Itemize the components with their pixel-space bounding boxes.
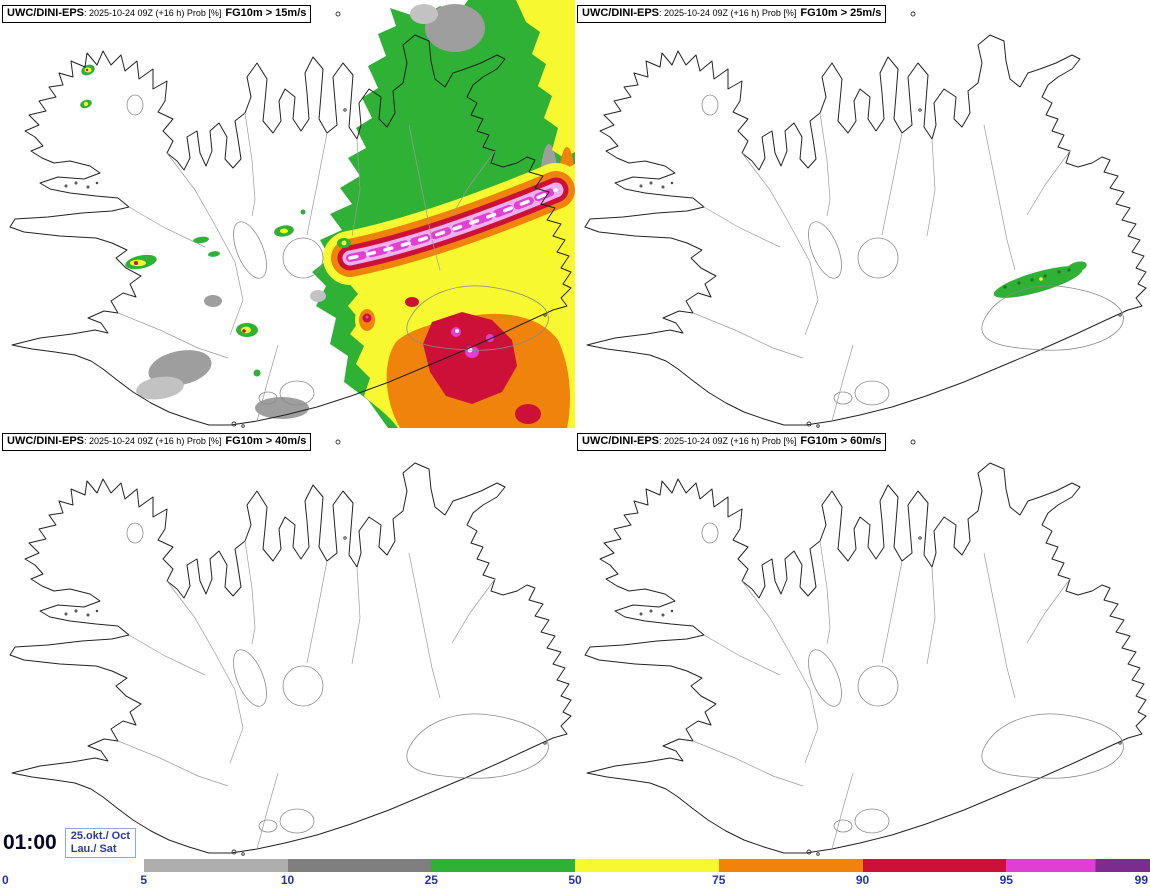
valid-date-line2: Lau./ Sat <box>70 843 117 855</box>
colorbar-tick-90: 90 <box>855 873 870 887</box>
threshold-label: FG10m > 25m/s <box>800 7 882 19</box>
probability-field-fg15 <box>80 0 575 428</box>
colorbar-segment-5-10 <box>143 859 288 872</box>
run-info: : 2025-10-24 09Z (+16 h) Prob [%] <box>659 8 797 18</box>
colorbar-tick-99: 99 <box>1134 873 1148 887</box>
valid-date-box: 25.okt./ Oct Lau./ Sat <box>64 828 137 858</box>
colorbar-segment-90-95 <box>862 859 1007 872</box>
colorbar-tick-25: 25 <box>424 873 438 887</box>
threshold-label: FG10m > 15m/s <box>225 7 307 19</box>
colorbar-segment-75-90 <box>718 859 863 872</box>
probability-legend: 0 5 10 25 50 75 90 95 99 <box>0 856 1150 891</box>
panel-fg60: UWC/DINI-EPS: 2025-10-24 09Z (+16 h) Pro… <box>575 428 1150 856</box>
probability-field-fg25 <box>993 261 1087 298</box>
run-info: : 2025-10-24 09Z (+16 h) Prob [%] <box>84 436 222 446</box>
scattered-gust-spots <box>80 64 379 377</box>
panel-title-fg60: UWC/DINI-EPS: 2025-10-24 09Z (+16 h) Pro… <box>577 433 887 451</box>
panel-title-fg25: UWC/DINI-EPS: 2025-10-24 09Z (+16 h) Pro… <box>577 5 887 23</box>
panel-title-fg15: UWC/DINI-EPS: 2025-10-24 09Z (+16 h) Pro… <box>2 5 312 23</box>
map-fg40 <box>9 439 572 856</box>
colorbar-segment-25-50 <box>431 859 575 872</box>
colorbar-segment-0-5 <box>0 859 144 872</box>
colorbar-tick-95: 95 <box>999 873 1013 887</box>
panel-fg15: UWC/DINI-EPS: 2025-10-24 09Z (+16 h) Pro… <box>0 0 575 428</box>
colorbar-segment-95-99 <box>1006 859 1150 872</box>
run-info: : 2025-10-24 09Z (+16 h) Prob [%] <box>659 436 797 446</box>
panel-grid: UWC/DINI-EPS: 2025-10-24 09Z (+16 h) Pro… <box>0 0 1150 856</box>
colorbar-tick-5: 5 <box>140 873 148 887</box>
model-label: UWC/DINI-EPS <box>7 7 84 19</box>
panel-fg40: UWC/DINI-EPS: 2025-10-24 09Z (+16 h) Pro… <box>0 428 575 856</box>
threshold-label: FG10m > 60m/s <box>800 435 882 447</box>
map-fg60 <box>584 439 1147 856</box>
valid-time: 01:00 <box>3 831 57 854</box>
colorbar-ticks: 0 5 10 25 50 75 90 95 99 <box>0 873 1150 889</box>
valid-time-block: 01:00 25.okt./ Oct Lau./ Sat <box>3 828 137 858</box>
model-label: UWC/DINI-EPS <box>582 435 659 447</box>
model-label: UWC/DINI-EPS <box>7 435 84 447</box>
map-fg25 <box>584 11 1147 428</box>
panel-fg25: UWC/DINI-EPS: 2025-10-24 09Z (+16 h) Pro… <box>575 0 1150 428</box>
colorbar-tick-50: 50 <box>568 873 582 887</box>
colorbar-tick-0: 0 <box>2 873 9 887</box>
colorbar-tick-75: 75 <box>712 873 726 887</box>
map-fg15 <box>9 0 575 428</box>
colorbar-segment-50-75 <box>575 859 719 872</box>
model-label: UWC/DINI-EPS <box>582 7 659 19</box>
run-info: : 2025-10-24 09Z (+16 h) Prob [%] <box>84 8 222 18</box>
threshold-label: FG10m > 40m/s <box>225 435 307 447</box>
colorbar-segment-10-25 <box>287 859 432 872</box>
colorbar-tick-10: 10 <box>280 873 295 887</box>
colorbar <box>0 859 1150 872</box>
panel-title-fg40: UWC/DINI-EPS: 2025-10-24 09Z (+16 h) Pro… <box>2 433 312 451</box>
valid-date-line1: 25.okt./ Oct <box>70 830 131 842</box>
gust-band <box>323 163 575 285</box>
